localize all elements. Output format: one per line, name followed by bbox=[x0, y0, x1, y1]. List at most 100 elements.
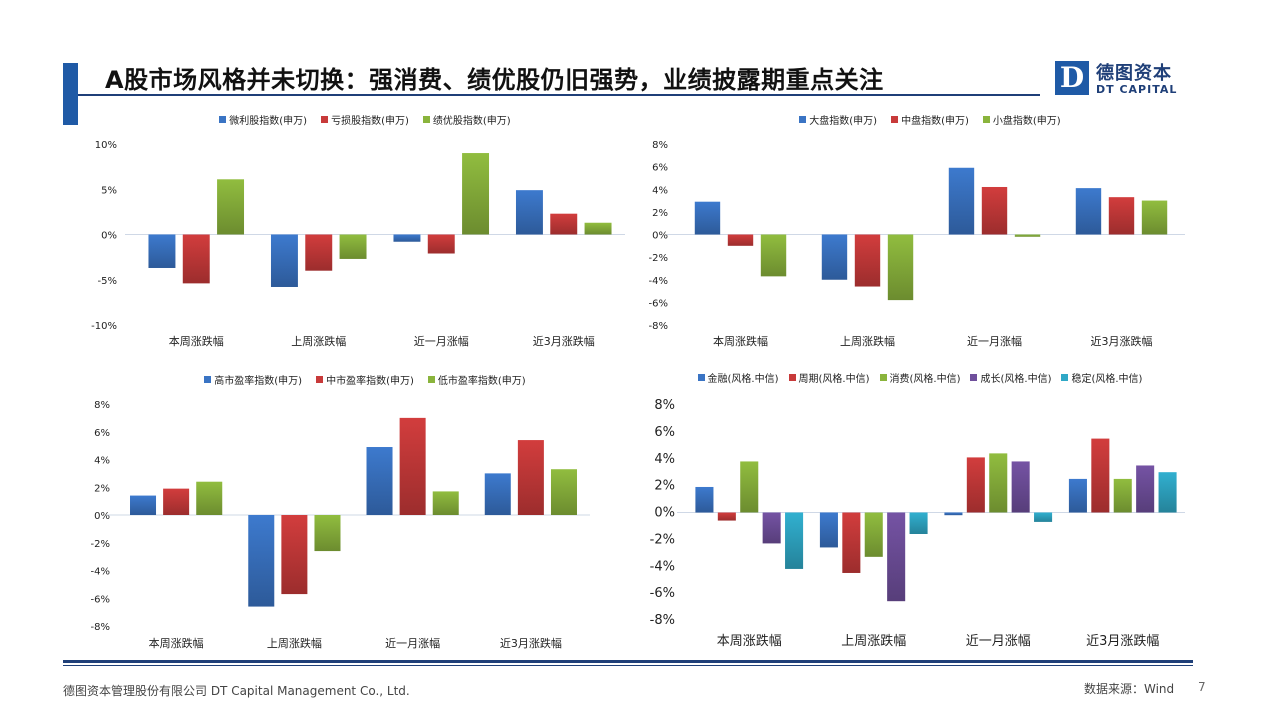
y-tick-label: 2% bbox=[94, 483, 110, 494]
x-category-label: 上周涨跌幅 bbox=[267, 636, 322, 650]
x-category-label: 上周涨跌幅 bbox=[291, 334, 346, 348]
bar bbox=[819, 512, 838, 548]
bar bbox=[717, 512, 736, 521]
bar bbox=[393, 234, 421, 242]
bar bbox=[989, 453, 1008, 513]
legend-item: 低市盈率指数(申万) bbox=[427, 372, 526, 387]
x-category-label: 近3月涨跌幅 bbox=[1091, 334, 1153, 348]
bar bbox=[270, 234, 298, 287]
bar bbox=[966, 457, 985, 513]
y-tick-label: 8% bbox=[94, 400, 110, 411]
legend-item: 高市盈率指数(申万) bbox=[204, 372, 302, 387]
legend-label: 金融(风格.中信) bbox=[707, 374, 779, 385]
footer-company: 德图资本管理股份有限公司 DT Capital Management Co., … bbox=[63, 684, 410, 698]
legend-swatch bbox=[422, 116, 430, 123]
y-tick-label: -2% bbox=[649, 253, 668, 264]
legend-label: 小盘指数(申万) bbox=[992, 116, 1061, 127]
page-title: A股市场风格并未切换：强消费、绩优股仍旧强势，业绩披露期重点关注 bbox=[105, 66, 884, 94]
bar bbox=[281, 515, 308, 595]
legend-swatch bbox=[891, 116, 899, 123]
bar bbox=[854, 234, 881, 287]
bar bbox=[130, 495, 157, 515]
legend-item: 中市盈率指数(申万) bbox=[316, 372, 414, 387]
legend-label: 大盘指数(申万) bbox=[809, 116, 878, 127]
bar bbox=[462, 153, 490, 235]
legend-item: 金融(风格.中信) bbox=[697, 370, 779, 385]
company-logo: D 德图资本 DT CAPITAL bbox=[1055, 61, 1190, 97]
bar bbox=[515, 190, 543, 235]
bar bbox=[842, 512, 861, 573]
y-tick-label: 5% bbox=[101, 185, 117, 196]
legend-item: 小盘指数(申万) bbox=[982, 112, 1061, 127]
legend-label: 微利股指数(申万) bbox=[229, 116, 308, 127]
bar bbox=[1075, 188, 1102, 235]
legend-profit-chart: 微利股指数(申万) 亏损股指数(申万) 绩优股指数(申万) bbox=[90, 112, 640, 127]
y-tick-label: -6% bbox=[91, 594, 110, 605]
bar bbox=[1014, 234, 1041, 237]
legend-item: 亏损股指数(申万) bbox=[321, 112, 409, 127]
legend-item: 周期(风格.中信) bbox=[788, 370, 870, 385]
bar bbox=[248, 515, 275, 607]
legend-swatch bbox=[879, 374, 887, 381]
x-category-label: 近3月涨跌幅 bbox=[500, 636, 562, 650]
bar bbox=[1141, 200, 1168, 235]
bar bbox=[305, 234, 333, 271]
bar bbox=[727, 234, 754, 246]
bar bbox=[887, 234, 914, 301]
y-tick-label: 4% bbox=[94, 456, 110, 467]
y-tick-label: 8% bbox=[654, 398, 675, 413]
y-tick-label: -5% bbox=[98, 276, 117, 287]
y-tick-label: 10% bbox=[95, 140, 117, 151]
bar bbox=[864, 512, 883, 557]
bar bbox=[695, 486, 714, 513]
legend-item: 微利股指数(申万) bbox=[219, 112, 307, 127]
x-category-label: 上周涨跌幅 bbox=[841, 633, 906, 649]
bar bbox=[740, 461, 759, 513]
y-tick-label: -10% bbox=[91, 321, 117, 332]
bar bbox=[948, 167, 975, 235]
legend-item: 绩优股指数(申万) bbox=[422, 112, 511, 127]
legend-pe-chart: 高市盈率指数(申万) 中市盈率指数(申万) 低市盈率指数(申万) bbox=[90, 372, 640, 387]
bar bbox=[550, 469, 577, 515]
x-category-label: 近3月涨跌幅 bbox=[533, 334, 595, 348]
legend-swatch bbox=[427, 376, 435, 383]
x-category-label: 本周涨跌幅 bbox=[169, 334, 224, 348]
bar bbox=[944, 512, 963, 516]
legend-label: 高市盈率指数(申万) bbox=[214, 376, 303, 387]
logo-cn-text: 德图资本 bbox=[1096, 63, 1172, 84]
legend-item: 稳定(风格.中信) bbox=[1061, 370, 1142, 385]
x-category-label: 近3月涨跌幅 bbox=[1086, 633, 1159, 649]
legend-item: 消费(风格.中信) bbox=[879, 370, 960, 385]
legend-item: 中盘指数(申万) bbox=[891, 112, 969, 127]
footer-divider bbox=[63, 660, 1193, 663]
footer-divider-thin bbox=[63, 665, 1193, 666]
y-tick-label: 6% bbox=[654, 425, 675, 440]
legend-item: 大盘指数(申万) bbox=[799, 112, 877, 127]
bar bbox=[1136, 465, 1155, 513]
bar bbox=[1068, 478, 1087, 513]
y-tick-label: 2% bbox=[654, 479, 675, 494]
title-divider bbox=[78, 94, 1040, 96]
x-category-label: 本周涨跌幅 bbox=[149, 636, 204, 650]
x-category-label: 近一月涨幅 bbox=[385, 637, 440, 650]
legend-label: 成长(风格.中信) bbox=[980, 374, 1052, 385]
bar bbox=[1011, 461, 1030, 513]
y-tick-label: 8% bbox=[652, 140, 668, 151]
legend-label: 周期(风格.中信) bbox=[798, 374, 870, 385]
legend-label: 中盘指数(申万) bbox=[901, 116, 969, 127]
y-tick-label: 2% bbox=[652, 208, 668, 219]
y-tick-label: 6% bbox=[652, 163, 668, 174]
y-tick-label: -8% bbox=[91, 622, 110, 633]
bar bbox=[517, 440, 544, 515]
x-category-label: 近一月涨幅 bbox=[967, 335, 1022, 348]
x-category-label: 近一月涨幅 bbox=[414, 335, 469, 348]
bar bbox=[432, 491, 459, 515]
y-tick-label: 4% bbox=[652, 185, 668, 196]
y-tick-label: -4% bbox=[650, 559, 675, 574]
legend-swatch bbox=[799, 116, 807, 123]
bar bbox=[1158, 472, 1177, 513]
logo-mark-icon: D bbox=[1055, 61, 1089, 95]
